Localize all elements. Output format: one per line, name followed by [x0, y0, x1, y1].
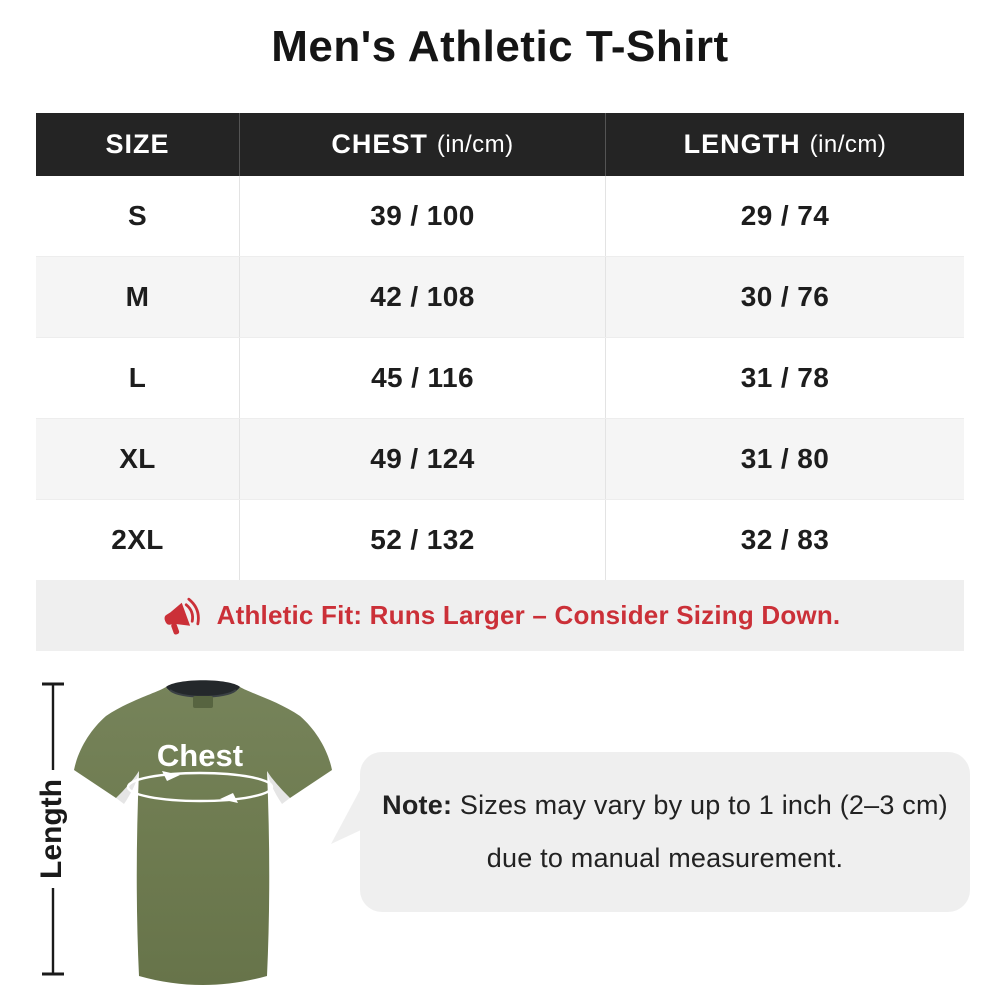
length-label: Length	[38, 779, 68, 879]
table-row: S 39 / 100 29 / 74	[36, 176, 964, 257]
length-cell: 29 / 74	[605, 176, 964, 256]
length-gauge-graphic: Length	[35, 682, 68, 976]
table-row: M 42 / 108 30 / 76	[36, 257, 964, 338]
chest-label: Chest	[157, 738, 243, 773]
length-cell: 30 / 76	[605, 257, 964, 337]
size-cell: XL	[119, 443, 156, 474]
table-row: XL 49 / 124 31 / 80	[36, 419, 964, 500]
size-table: SIZE CHEST (in/cm) LENGTH (in/cm) S 39 /…	[36, 113, 964, 581]
tshirt-collar	[166, 680, 240, 698]
header-length-unit: (in/cm)	[809, 130, 887, 158]
chest-arrow-right	[162, 771, 180, 781]
chest-cell: 49 / 124	[239, 419, 605, 499]
chest-cell: 45 / 116	[239, 338, 605, 418]
header-chest-unit: (in/cm)	[436, 130, 514, 158]
size-cell: L	[128, 362, 147, 393]
size-cell: 2XL	[111, 524, 164, 555]
page-title: Men's Athletic T-Shirt	[271, 22, 729, 71]
note-line-2: due to manual measurement.	[486, 843, 844, 873]
header-length-label: LENGTH	[683, 129, 801, 159]
note-line-1-text: Sizes may vary by up to 1 inch (2–3 cm)	[452, 789, 948, 820]
note-bubble: Note: Sizes may vary by up to 1 inch (2–…	[331, 752, 970, 912]
fit-note-text: Athletic Fit: Runs Larger – Consider Siz…	[216, 600, 841, 630]
tshirt-body	[74, 687, 332, 985]
tshirt-image: Chest	[74, 680, 332, 985]
header-chest: CHEST (in/cm)	[239, 113, 605, 176]
note-line-1: Note: Sizes may vary by up to 1 inch (2–…	[378, 790, 952, 821]
chest-arrow-left	[220, 793, 238, 803]
megaphone-icon	[164, 597, 200, 635]
fit-note-banner: Athletic Fit: Runs Larger – Consider Siz…	[36, 580, 964, 651]
length-cell: 31 / 80	[605, 419, 964, 499]
table-header-row: SIZE CHEST (in/cm) LENGTH (in/cm)	[36, 113, 964, 176]
size-cell: M	[125, 281, 150, 312]
header-chest-label: CHEST	[331, 129, 428, 159]
header-size-label: SIZE	[105, 129, 170, 159]
header-length: LENGTH (in/cm)	[605, 113, 964, 176]
note-prefix: Note:	[382, 789, 453, 820]
chest-cell: 42 / 108	[239, 257, 605, 337]
chest-measure-ellipse	[126, 771, 274, 803]
length-cell: 31 / 78	[605, 338, 964, 418]
length-measure-indicator: Length	[35, 680, 68, 978]
length-cell: 32 / 83	[605, 500, 964, 580]
chest-cell: 52 / 132	[239, 500, 605, 580]
chest-cell: 39 / 100	[239, 176, 605, 256]
note-bubble-body: Note: Sizes may vary by up to 1 inch (2–…	[360, 752, 970, 912]
table-row: L 45 / 116 31 / 78	[36, 338, 964, 419]
size-cell: S	[127, 200, 148, 231]
tshirt-neck-tag	[193, 696, 213, 708]
bubble-tail	[331, 788, 361, 844]
table-row: 2XL 52 / 132 32 / 83	[36, 500, 964, 581]
header-size: SIZE	[36, 113, 239, 176]
